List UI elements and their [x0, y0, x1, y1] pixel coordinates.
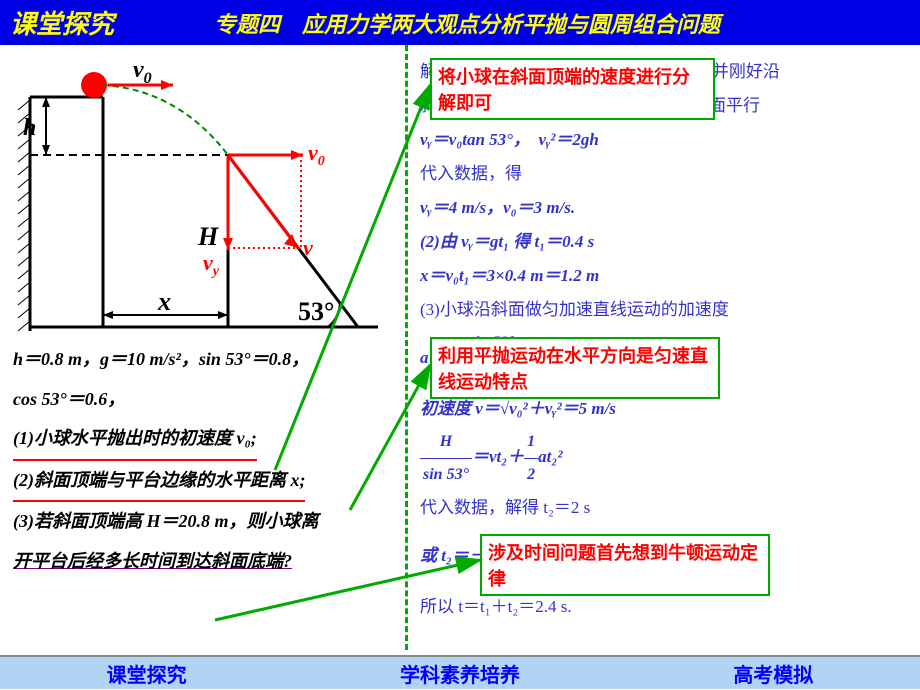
svg-text:53°: 53°	[298, 297, 334, 326]
footer-link-2[interactable]: 学科素养培养	[400, 659, 520, 688]
svg-text:v0: v0	[308, 140, 325, 169]
given-line1: h＝0.8 m，g＝10 m/s²，sin 53°＝0.8，	[13, 349, 309, 369]
footer-link-3[interactable]: 高考模拟	[733, 659, 813, 688]
s9b: v₀²＋vᵧ²	[509, 397, 561, 418]
s9c: ＝5 m/s	[562, 399, 616, 418]
physics-diagram: h 53° H x v0 v0	[8, 55, 388, 335]
given-line2: cos 53°＝0.6，	[13, 389, 125, 409]
s10d: 1	[524, 426, 538, 459]
header-title: 专题四 应用力学两大观点分析平抛与圆周组合问题	[214, 7, 720, 39]
svg-text:x: x	[157, 287, 171, 316]
sol-4: vᵧ＝4 m/s，v₀＝3 m/s.	[420, 198, 575, 217]
left-column: h 53° H x v0 v0	[0, 45, 400, 655]
note-box-3: 涉及时间问题首先想到牛顿运动定律	[480, 534, 770, 596]
s9a: 初速度 v＝	[420, 399, 500, 418]
column-divider	[405, 45, 408, 650]
svg-text:h: h	[23, 115, 36, 141]
sol-6: x＝v₀t₁＝3×0.4 m＝1.2 m	[420, 266, 599, 285]
sol-2: vᵧ＝v₀tan 53°， vᵧ²＝2gh	[420, 130, 599, 149]
s12a: 或 t₂＝－	[420, 546, 486, 565]
s10e: 2	[524, 459, 538, 491]
svg-text:vy: vy	[203, 250, 220, 279]
question-2: (2)斜面顶端与平台边缘的水平距离 x;	[13, 461, 305, 503]
note-box-1: 将小球在斜面顶端的速度进行分解即可	[430, 58, 715, 120]
question-3a: (3)若斜面顶端高 H＝20.8 m，则小球离	[13, 511, 319, 531]
question-3b: 开平台后经多长时间到达斜面底端?	[13, 551, 292, 571]
sol-10: Hsin 53°＝vt₂＋12at₂²	[420, 426, 890, 491]
footer-link-1[interactable]: 课堂探究	[107, 659, 187, 688]
header: 课堂探究 专题四 应用力学两大观点分析平抛与圆周组合问题	[0, 0, 920, 45]
s10b: sin 53°	[420, 459, 472, 491]
q3b-text: 开平台后经多长时间到达斜面底端?	[13, 551, 292, 571]
question-1: (1)小球水平抛出时的初速度 v₀;	[13, 419, 257, 461]
s10f: at₂²	[538, 447, 562, 466]
s10c: ＝vt₂＋	[472, 447, 524, 466]
svg-text:H: H	[197, 222, 219, 251]
note-box-2: 利用平抛运动在水平方向是匀速直线运动特点	[430, 337, 720, 399]
sol-5: (2)由 vᵧ＝gt₁ 得 t₁＝0.4 s	[420, 232, 594, 251]
sol-3: 代入数据，得	[420, 157, 890, 191]
problem-givens: h＝0.8 m，g＝10 m/s²，sin 53°＝0.8， cos 53°＝0…	[8, 340, 400, 419]
sol-11: 代入数据，解得 t₂＝2 s	[420, 491, 890, 525]
svg-text:v: v	[303, 235, 313, 260]
header-left: 课堂探究	[10, 4, 114, 41]
footer-nav: 课堂探究 学科素养培养 高考模拟	[0, 655, 920, 689]
svg-text:v0: v0	[133, 57, 152, 87]
sol-7: (3)小球沿斜面做匀加速直线运动的加速度	[420, 293, 890, 327]
questions: (1)小球水平抛出时的初速度 v₀; (2)斜面顶端与平台边缘的水平距离 x; …	[8, 419, 400, 581]
s10a: H	[420, 426, 472, 459]
